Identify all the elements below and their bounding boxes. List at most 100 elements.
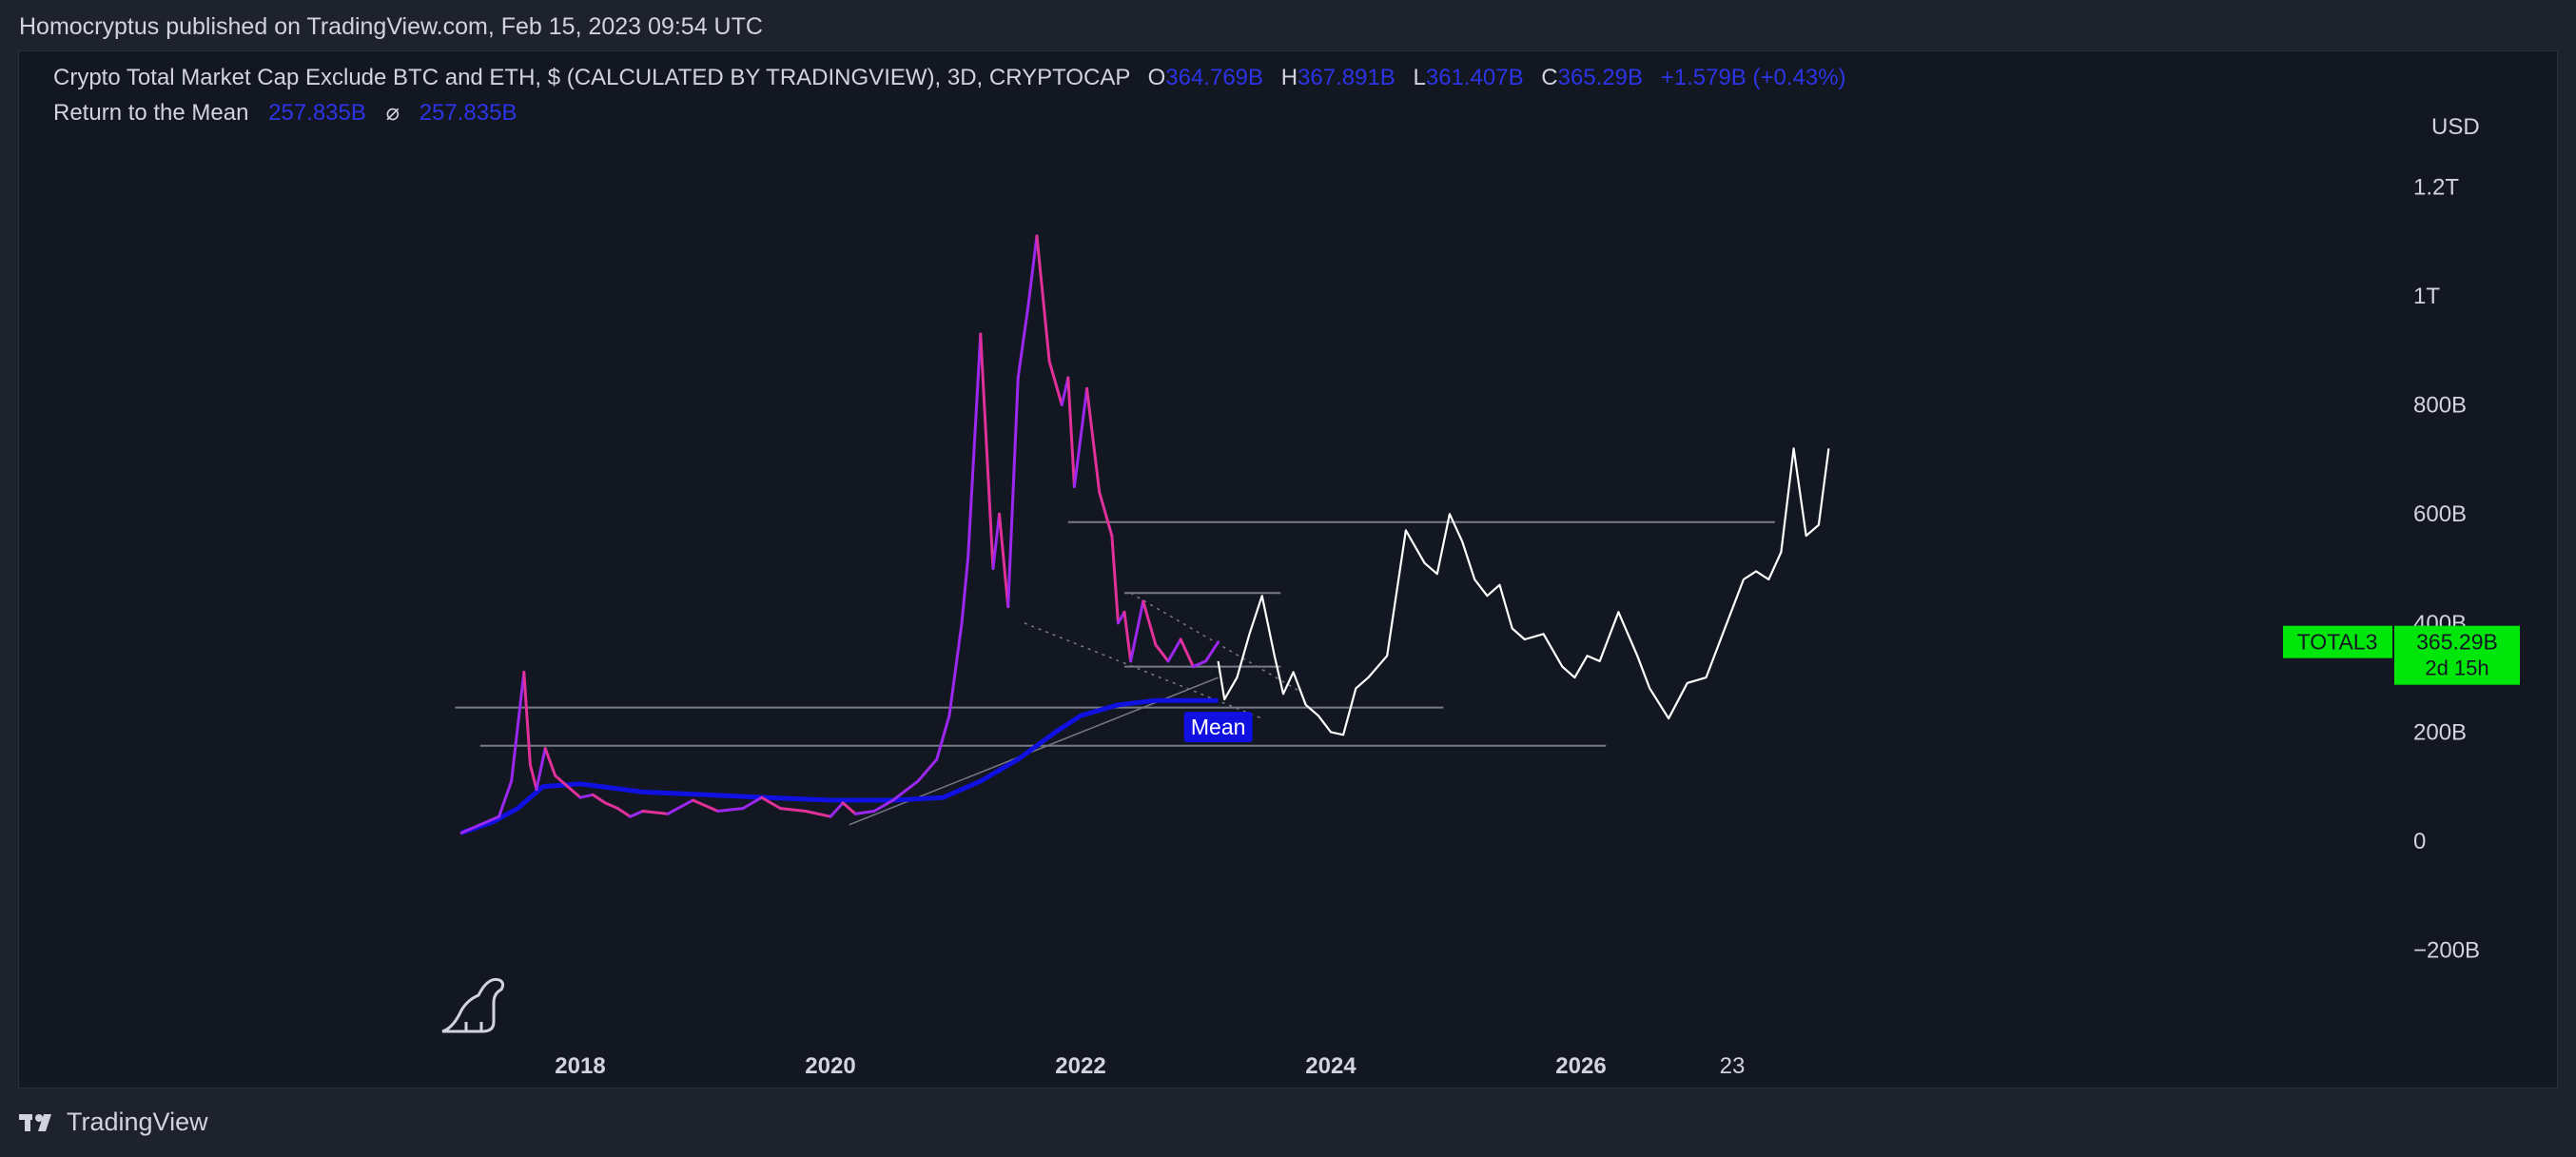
high-value: 367.891B — [1298, 65, 1395, 90]
price-segment — [510, 670, 526, 783]
y-tick-label: −200B — [2413, 938, 2480, 964]
price-segment — [459, 823, 482, 834]
currency-label[interactable]: USD — [2431, 114, 2480, 140]
change-value: +1.579B (+0.43%) — [1660, 65, 1846, 90]
symbol-legend[interactable]: Crypto Total Market Cap Exclude BTC and … — [53, 65, 1846, 91]
price-segment — [566, 785, 582, 799]
price-segment — [691, 798, 720, 813]
price-segment — [615, 807, 633, 818]
price-segment — [935, 714, 951, 761]
price-segment — [1129, 599, 1145, 663]
price-segment — [1154, 643, 1170, 663]
price-segment — [947, 621, 964, 717]
price-segment — [853, 809, 876, 815]
close-value: 365.29B — [1557, 65, 1644, 90]
indicator-value-1: 257.835B — [268, 100, 366, 126]
price-segment — [591, 793, 607, 805]
price-segment — [1085, 386, 1102, 494]
price-segment — [1016, 304, 1030, 380]
price-segment — [498, 779, 514, 818]
y-tick-label: 800B — [2413, 393, 2467, 419]
x-tick-label: 2024 — [1305, 1053, 1356, 1079]
x-tick-label: 2020 — [805, 1053, 855, 1079]
price-segment — [1142, 599, 1158, 647]
mean-line[interactable] — [460, 697, 1219, 835]
price-segment — [478, 814, 501, 827]
indicator-value-2: 257.835B — [419, 100, 517, 126]
low-key: L — [1413, 65, 1426, 90]
indicator-legend[interactable]: Return to the Mean 257.835B ⌀ 257.835B — [53, 99, 517, 127]
indicator-separator: ⌀ — [385, 100, 400, 126]
dino-icon — [441, 977, 505, 1033]
price-segment — [1006, 376, 1020, 609]
symbol-title: Crypto Total Market Cap Exclude BTC and … — [53, 65, 1130, 90]
price-segment — [741, 795, 764, 811]
brand-name: TradingView — [67, 1108, 208, 1136]
open-value: 364.769B — [1165, 65, 1264, 90]
price-segment — [872, 798, 895, 813]
projection-line[interactable] — [1217, 447, 1830, 736]
published-by-text: Homocryptus published on TradingView.com… — [19, 13, 763, 40]
price-segment — [1047, 360, 1064, 407]
price-segment — [841, 801, 857, 815]
horizontal-levels — [455, 520, 1775, 747]
symbol-tag-text: TOTAL3 — [2297, 630, 2378, 655]
footer: TradingView — [19, 1108, 208, 1137]
mean-series — [460, 697, 1219, 835]
x-axis: 2018 2020 2022 2024 2026 23 — [555, 1053, 1745, 1079]
trendline-2[interactable] — [1130, 592, 1300, 693]
chart-pane[interactable]: −200B 0 200B 400B 600B 800B 1T 1.2T 2018 2020 202… — [18, 50, 2558, 1088]
price-segment — [1166, 637, 1182, 663]
price-segment — [641, 809, 670, 815]
price-segment — [716, 807, 745, 813]
symbol-tag-box — [2283, 625, 2392, 658]
y-tick-label: 1T — [2413, 284, 2440, 309]
trendlines — [849, 592, 1300, 826]
price-segment — [1098, 490, 1114, 538]
price-segment — [1110, 534, 1120, 625]
price-segment — [543, 747, 557, 777]
high-key: H — [1280, 65, 1298, 90]
mean-label-text: Mean — [1191, 715, 1246, 739]
price-segment — [1179, 637, 1195, 669]
price-segment — [916, 757, 939, 783]
price-segment — [760, 795, 782, 811]
price-segment — [535, 747, 547, 792]
price-segment — [804, 809, 832, 818]
x-tick-label: 2026 — [1555, 1053, 1606, 1079]
indicator-name: Return to the Mean — [53, 100, 249, 126]
price-segment — [1191, 659, 1207, 669]
x-tick-label: 2022 — [1055, 1053, 1105, 1079]
projection-series — [1217, 447, 1830, 736]
y-tick-label: 200B — [2413, 719, 2467, 745]
price-segment — [528, 763, 538, 792]
price-segment — [960, 556, 970, 625]
price-segment — [778, 807, 808, 813]
close-key: C — [1541, 65, 1558, 90]
price-segment — [1072, 386, 1089, 489]
trendline-1[interactable] — [1024, 622, 1262, 719]
price-segment — [1066, 376, 1076, 489]
tradingview-logo-icon — [19, 1113, 51, 1131]
price-segment — [966, 332, 983, 559]
price-segment — [1035, 234, 1051, 363]
open-key: O — [1147, 65, 1166, 90]
price-segment — [1204, 640, 1220, 663]
y-tick-label: 1.2T — [2413, 174, 2459, 200]
x-axis-countdown: 23 — [1720, 1053, 1746, 1079]
price-segment — [891, 779, 920, 802]
price-series — [459, 234, 1220, 834]
price-segment — [979, 332, 995, 570]
price-segment — [522, 670, 532, 767]
price-segment — [1026, 234, 1039, 308]
price-segment — [998, 512, 1010, 609]
price-segment — [603, 801, 619, 811]
x-tick-label: 2018 — [555, 1053, 605, 1079]
price-segment — [991, 512, 1002, 570]
price-tag-countdown: 2d 15h — [2425, 657, 2488, 680]
dino-icon-group — [441, 977, 505, 1033]
price-segment — [629, 809, 645, 818]
